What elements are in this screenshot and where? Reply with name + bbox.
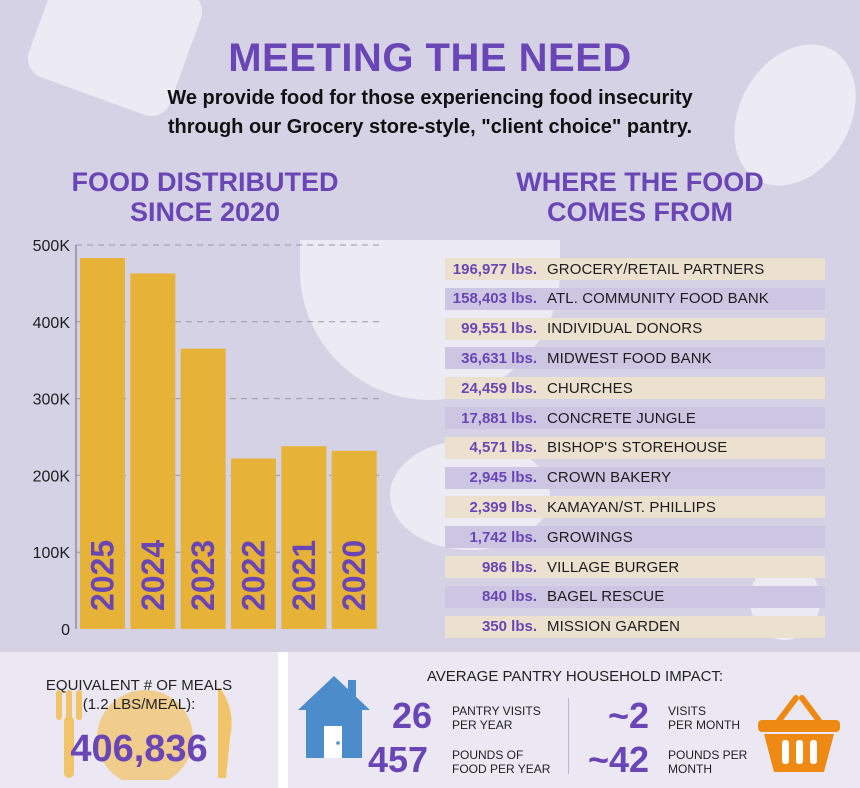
source-row: 2,399 lbs. KAMAYAN/ST. PHILLIPS — [445, 496, 825, 519]
source-row: 36,631 lbs. MIDWEST FOOD BANK — [445, 347, 825, 370]
bar-2021 — [281, 446, 327, 629]
chart-heading: FOOD DISTRIBUTED SINCE 2020 — [40, 167, 370, 227]
stat-label-line: PER MONTH — [668, 718, 740, 732]
bar-label-2022: 2022 — [236, 540, 272, 611]
source-row: 1,742 lbs. GROWINGS — [445, 526, 825, 549]
chart-heading-line: FOOD DISTRIBUTED — [71, 167, 339, 197]
source-row: 24,459 lbs. CHURCHES — [445, 377, 825, 400]
bar-2020 — [331, 450, 377, 629]
source-amount: 840 lbs. — [481, 588, 537, 606]
source-row: 196,977 lbs. GROCERY/RETAIL PARTNERS — [445, 258, 825, 280]
page-title: MEETING THE NEED — [228, 36, 632, 80]
bar-label-2025: 2025 — [85, 540, 121, 611]
source-row: 17,881 lbs. CONCRETE JUNGLE — [445, 407, 825, 429]
meals-label-line: (1.2 LBS/MEAL): — [82, 696, 196, 713]
subtitle-line: We provide food for those experiencing f… — [167, 87, 693, 109]
visits-per-year-label: PANTRY VISITS PER YEAR — [452, 704, 541, 732]
bar-label-2023: 2023 — [185, 540, 221, 611]
bar-label-2020: 2020 — [336, 540, 372, 611]
stat-label-line: VISITS — [668, 704, 707, 718]
source-name: GROWINGS — [547, 528, 633, 546]
stat-label-line: PER YEAR — [452, 718, 513, 732]
house-icon — [298, 676, 370, 758]
chart-heading-line: SINCE 2020 — [129, 197, 281, 227]
bar-2024 — [130, 273, 176, 629]
source-amount: 986 lbs. — [481, 558, 537, 576]
pounds-per-month-value: ~42 — [588, 739, 650, 780]
source-row: 99,551 lbs. INDIVIDUAL DONORS — [445, 317, 825, 340]
meals-label-line: EQUIVALENT # OF MEALS — [45, 677, 233, 694]
pounds-per-year-label: POUNDS OF FOOD PER YEAR — [452, 748, 550, 776]
sources-heading-line: WHERE THE FOOD — [516, 167, 764, 197]
source-amount: 36,631 lbs. — [461, 349, 537, 367]
source-name: VILLAGE BURGER — [547, 558, 680, 576]
source-name: GROCERY/RETAIL PARTNERS — [547, 260, 765, 278]
source-row: 986 lbs. VILLAGE BURGER — [445, 556, 825, 578]
pounds-per-month-label: POUNDS PER MONTH — [668, 748, 747, 776]
stat-label-line: MONTH — [668, 762, 712, 776]
y-tick-label: 300K — [33, 392, 71, 409]
source-name: CHURCHES — [547, 379, 633, 397]
source-row: 350 lbs. MISSION GARDEN — [445, 615, 825, 638]
y-tick-label: 0 — [61, 622, 70, 639]
meals-value: 406,836 — [70, 728, 208, 770]
source-row: 158,403 lbs. ATL. COMMUNITY FOOD BANK — [445, 287, 825, 310]
source-amount: 1,742 lbs. — [469, 528, 537, 546]
meals-label: EQUIVALENT # OF MEALS (1.2 LBS/MEAL): — [0, 676, 278, 714]
source-row: 840 lbs. BAGEL RESCUE — [445, 585, 825, 608]
stat-label-line: POUNDS PER — [668, 748, 748, 762]
stat-label-line: FOOD PER YEAR — [452, 762, 551, 776]
source-amount: 196,977 lbs. — [452, 260, 537, 278]
subtitle-line: through our Grocery store-style, "client… — [167, 116, 693, 138]
basket-icon — [758, 695, 840, 772]
pounds-per-year-value: 457 — [368, 739, 429, 780]
source-amount: 17,881 lbs. — [461, 409, 537, 427]
bar-2025 — [80, 258, 125, 629]
source-amount: 24,459 lbs. — [461, 379, 537, 397]
y-tick-label: 200K — [33, 468, 71, 485]
y-tick-label: 400K — [33, 315, 71, 332]
source-row: 2,945 lbs. CROWN BAKERY — [445, 466, 825, 489]
stat-label-line: POUNDS OF — [452, 748, 524, 762]
source-name: CONCRETE JUNGLE — [547, 409, 697, 427]
bottom-stats-band: EQUIVALENT # OF MEALS (1.2 LBS/MEAL): 40… — [0, 652, 860, 788]
sources-heading: WHERE THE FOOD COMES FROM — [480, 167, 800, 227]
source-name: INDIVIDUAL DONORS — [547, 320, 703, 338]
bar-2023 — [180, 348, 226, 629]
bar-2022 — [231, 458, 276, 629]
fork-knife-plate-icon — [56, 688, 232, 780]
stat-divider — [568, 698, 569, 774]
source-name: ATL. COMMUNITY FOOD BANK — [547, 290, 769, 308]
source-amount: 2,399 lbs. — [469, 498, 537, 516]
visits-per-month-value: ~2 — [608, 695, 650, 736]
source-name: CROWN BAKERY — [547, 469, 672, 487]
source-row: 4,571 lbs. BISHOP'S STOREHOUSE — [445, 436, 825, 459]
bar-label-2021: 2021 — [286, 540, 322, 611]
y-tick-label: 100K — [33, 545, 71, 562]
y-tick-label: 500K — [33, 238, 71, 255]
source-amount: 4,571 lbs. — [469, 439, 537, 457]
source-name: MISSION GARDEN — [547, 618, 681, 636]
source-name: BISHOP'S STOREHOUSE — [547, 439, 728, 457]
page-subtitle: We provide food for those experiencing f… — [0, 84, 860, 142]
source-name: MIDWEST FOOD BANK — [547, 349, 712, 367]
impact-title: AVERAGE PANTRY HOUSEHOLD IMPACT: — [426, 668, 724, 685]
meals-panel: EQUIVALENT # OF MEALS (1.2 LBS/MEAL): 40… — [0, 652, 278, 788]
food-distributed-chart: 0 100K 200K 300K 400K 500K 2025 2024 2023 2022 202… — [33, 238, 384, 639]
source-amount: 99,551 lbs. — [461, 320, 537, 338]
source-name: BAGEL RESCUE — [547, 588, 665, 606]
source-name: KAMAYAN/ST. PHILLIPS — [547, 498, 716, 516]
stat-label-line: PANTRY VISITS — [452, 704, 541, 718]
bar-label-2024: 2024 — [135, 540, 171, 611]
sources-heading-line: COMES FROM — [547, 197, 733, 227]
source-amount: 2,945 lbs. — [469, 469, 537, 487]
visits-per-month-label: VISITS PER MONTH — [668, 704, 740, 732]
source-amount: 350 lbs. — [481, 618, 537, 636]
source-amount: 158,403 lbs. — [452, 290, 537, 308]
visits-per-year-value: 26 — [392, 695, 433, 736]
